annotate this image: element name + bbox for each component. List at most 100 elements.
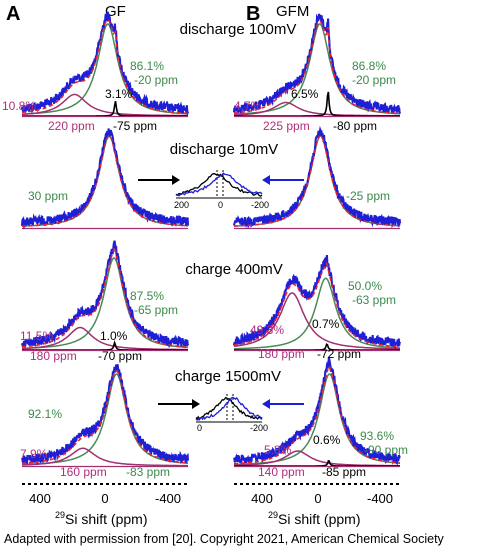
label-black-ppm: -70 ppm (98, 349, 142, 363)
label-green-ppm: -20 ppm (352, 73, 396, 87)
column-title-gf: GF (105, 3, 126, 20)
green-component-curve (22, 23, 188, 115)
label-magenta-ppm: 140 ppm (258, 465, 305, 479)
arrowhead-icon (172, 175, 180, 185)
inset-black-trace (175, 173, 263, 197)
magenta-component-curve (233, 292, 400, 350)
fit-total-curve (21, 244, 188, 348)
spectrum-B-1 (232, 13, 402, 118)
inset-tick-label: 0 (218, 200, 223, 210)
experimental-trace (233, 356, 401, 466)
inset-tick-label: -200 (250, 423, 268, 433)
label-green-pct: 93.6% (360, 429, 394, 443)
label-green-ppm: -65 ppm (134, 303, 178, 317)
label-magenta-pct: 5.8% (264, 443, 292, 457)
tick-label: 400 (29, 491, 51, 506)
experimental-trace (232, 13, 402, 114)
tick-label: 0 (101, 491, 108, 506)
inset-tick-label: 0 (197, 423, 202, 433)
experimental-trace (21, 364, 190, 466)
inset-blue-trace (175, 172, 263, 197)
green-component-curve (234, 277, 400, 350)
magenta-component-curve (21, 447, 188, 467)
x-axis-title-sup: 29 (268, 510, 278, 520)
inset-tick-label: -200 (251, 200, 269, 210)
label-black-pct: 0.6% (313, 433, 341, 447)
label-magenta-pct: 10.8% (2, 99, 36, 113)
spectrum-B-3 (232, 255, 401, 352)
column-title-gfm: GFM (276, 3, 309, 20)
label-black-ppm: -75 ppm (113, 119, 157, 133)
row-title-4: charge 1500mV (175, 368, 281, 385)
label-black-pct: 1.0% (100, 329, 128, 343)
row-title-3: charge 400mV (185, 261, 283, 278)
label-green-ppm: -25 ppm (346, 189, 390, 203)
fit-total-curve (234, 365, 401, 465)
arrowhead-icon (262, 399, 270, 409)
fit-total-curve (234, 20, 401, 115)
inset-blue-trace (195, 396, 263, 421)
label-green-pct: 86.1% (130, 59, 164, 73)
label-green-ppm: -63 ppm (352, 293, 396, 307)
tick-label: -400 (155, 491, 181, 506)
label-magenta-pct: 4.7% (234, 99, 262, 113)
label-magenta-pct: 49.3% (250, 323, 284, 337)
spectrum-A-1 (20, 11, 189, 118)
spectrum-A-4 (21, 364, 190, 468)
label-black-ppm: -80 ppm (333, 119, 377, 133)
caption: Adapted with permission from [20]. Copyr… (4, 532, 444, 546)
label-black-pct: 3.1% (105, 87, 133, 101)
tick-label: -400 (367, 491, 393, 506)
label-green-ppm: -20 ppm (134, 73, 178, 87)
label-black-ppm: -85 ppm (322, 465, 366, 479)
label-green-ppm: 30 ppm (28, 189, 68, 203)
label-green-ppm: -83 ppm (126, 465, 170, 479)
label-green-pct: 50.0% (348, 279, 382, 293)
label-magenta-ppm: 180 ppm (258, 347, 305, 361)
fit-total-curve (234, 135, 400, 227)
label-magenta-ppm: 225 ppm (263, 119, 310, 133)
fit-total-curve (21, 135, 189, 227)
label-magenta-ppm: 180 ppm (30, 349, 77, 363)
tick-label: 0 (314, 491, 321, 506)
inset-tick-label: 200 (174, 200, 189, 210)
label-black-pct: 6.5% (291, 87, 319, 101)
x-axis-title-sup: 29 (55, 510, 65, 520)
panel-letter-a: A (6, 3, 20, 25)
label-green-ppm: -90 ppm (364, 443, 408, 457)
fit-total-curve (21, 370, 188, 465)
fit-total-curve (233, 261, 400, 348)
inset-2 (138, 170, 304, 199)
label-magenta-ppm: 220 ppm (48, 119, 95, 133)
arrowhead-icon (192, 399, 200, 409)
label-green-pct: 86.8% (352, 59, 386, 73)
label-magenta-pct: 11.5% (20, 329, 53, 343)
x-axis-title-text: Si shift (ppm) (278, 511, 360, 527)
label-green-pct: 87.5% (130, 289, 164, 303)
spectrum-B-2 (232, 125, 402, 230)
row-title-1: discharge 100mV (180, 21, 297, 38)
tick-label: 400 (251, 491, 273, 506)
x-axis-title-text: Si shift (ppm) (65, 511, 147, 527)
label-black-ppm: -72 ppm (317, 347, 361, 361)
inset-black-trace (195, 396, 263, 421)
spectrum-B-4 (233, 356, 401, 468)
arrowhead-icon (262, 175, 270, 185)
x-axis-title-b: 29Si shift (ppm) (268, 510, 360, 527)
experimental-trace (232, 255, 401, 350)
green-component-curve (21, 135, 189, 227)
inset-4 (158, 394, 304, 423)
fit-total-curve (21, 19, 189, 115)
green-component-curve (22, 257, 189, 350)
label-magenta-ppm: 160 ppm (60, 465, 107, 479)
label-green-pct: 92.1% (28, 407, 62, 421)
x-axis-title-a: 29Si shift (ppm) (55, 510, 147, 527)
label-magenta-pct: 7.9% (20, 447, 48, 461)
insets-layer (138, 170, 304, 423)
spectrum-A-3 (20, 240, 190, 352)
panel-letter-b: B (246, 3, 260, 25)
label-black-pct: 0.7% (312, 317, 340, 331)
spectrum-A-2 (20, 128, 190, 230)
spectra-layer (20, 11, 402, 468)
